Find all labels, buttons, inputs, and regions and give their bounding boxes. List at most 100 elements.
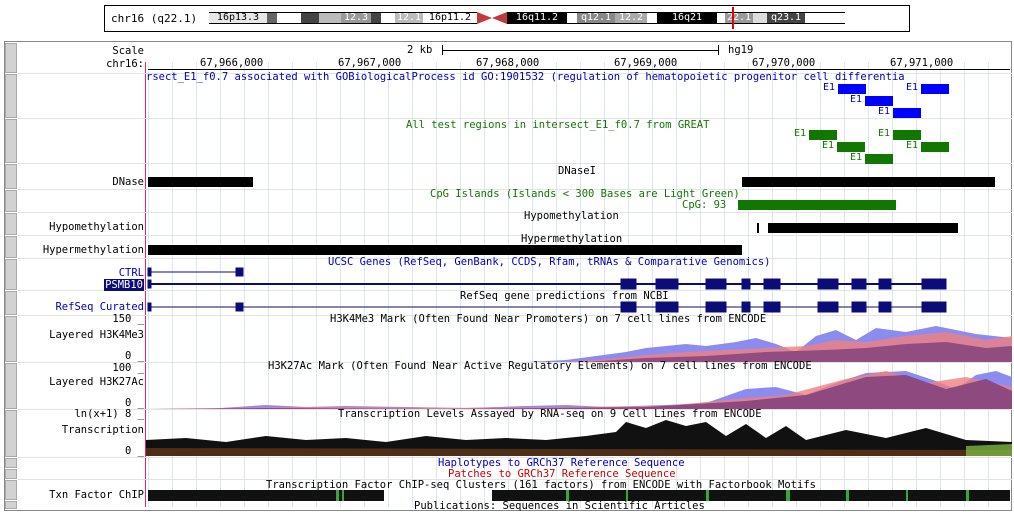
publications-track-button[interactable] bbox=[5, 501, 17, 509]
dnase-track-button[interactable] bbox=[5, 164, 17, 189]
ucsc-genes-track-button[interactable] bbox=[5, 259, 17, 290]
tf-chip-track-button[interactable] bbox=[5, 480, 17, 500]
ideogram-band[interactable]: 16q21 bbox=[657, 12, 717, 24]
test-region[interactable]: E1 bbox=[850, 152, 893, 164]
hypomethylation-region[interactable] bbox=[768, 223, 958, 233]
tf-chip-title[interactable]: Transcription Factor ChIP-seq Clusters (… bbox=[266, 479, 816, 491]
h3k27ac-min-label: 0 _ bbox=[125, 397, 144, 409]
ideogram-band[interactable]: 16p11.2 bbox=[423, 12, 477, 24]
haplotypes-title[interactable]: Haplotypes to GRCh37 Reference Sequence bbox=[438, 457, 685, 469]
h3k27ac-label[interactable]: Layered H3K27Ac bbox=[49, 376, 144, 388]
great-track-title[interactable]: rsect_E1_f0.7 associated with GOBiologic… bbox=[146, 71, 905, 83]
refseq-title[interactable]: RefSeq gene predictions from NCBI bbox=[460, 290, 669, 302]
centromere-icon bbox=[477, 12, 507, 24]
hypomethylation-track-button[interactable] bbox=[5, 213, 17, 235]
publications-title[interactable]: Publications: Sequences in Scientific Ar… bbox=[414, 500, 705, 512]
ideogram-band[interactable] bbox=[267, 12, 277, 24]
ruler-tick-label: 67,966,000 bbox=[200, 57, 264, 69]
ideogram-position-marker bbox=[732, 7, 734, 29]
test-region[interactable]: E1 bbox=[822, 140, 865, 152]
transcription-label[interactable]: Transcription bbox=[61, 424, 144, 436]
great-region[interactable]: E1 bbox=[850, 94, 893, 106]
ideogram-band[interactable]: 16q11.2 bbox=[507, 12, 567, 24]
cpg-island-label[interactable]: CpG: 93 bbox=[682, 199, 727, 211]
ctrl-gene-label[interactable]: CTRL bbox=[118, 267, 144, 279]
ideogram-band[interactable]: 12.2 bbox=[615, 12, 647, 24]
hypomethylation-title[interactable]: Hypomethylation bbox=[524, 210, 619, 222]
ideogram-band[interactable] bbox=[319, 12, 341, 24]
ruler-tick-label: 67,967,000 bbox=[338, 57, 402, 69]
hypermethylation-region[interactable] bbox=[148, 245, 742, 255]
ideogram-band[interactable] bbox=[301, 12, 319, 24]
tf-chip-clusters[interactable] bbox=[146, 490, 1012, 502]
cpg-title[interactable]: CpG Islands (Islands < 300 Bases are Lig… bbox=[430, 188, 740, 200]
haplotypes-track-button[interactable] bbox=[5, 458, 17, 468]
h3k27ac-track-button[interactable] bbox=[5, 363, 17, 409]
ideogram-band[interactable] bbox=[381, 12, 395, 24]
transcription-title[interactable]: Transcription Levels Assayed by RNA-seq … bbox=[338, 408, 762, 420]
patches-track-button[interactable] bbox=[5, 469, 17, 479]
ruler-tick-label: 67,971,000 bbox=[890, 57, 954, 69]
ideogram-band[interactable]: 22.1 bbox=[725, 12, 753, 24]
ruler-tick-label: 67,970,000 bbox=[752, 57, 816, 69]
ideogram-band[interactable] bbox=[647, 12, 657, 24]
hypermethylation-label[interactable]: Hypermethylation bbox=[42, 244, 144, 256]
ruler-side-button[interactable] bbox=[5, 43, 17, 73]
ruler-tick-label: 67,968,000 bbox=[476, 57, 540, 69]
test-regions-title[interactable]: All test regions in intersect_E1_f0.7 fr… bbox=[406, 119, 710, 131]
h3k27ac-title[interactable]: H3K27Ac Mark (Often Found Near Active Re… bbox=[268, 360, 812, 372]
ideogram-band[interactable] bbox=[805, 12, 845, 24]
psmb10-gene-label[interactable]: PSMB10 bbox=[104, 279, 144, 291]
patches-title[interactable]: Patches to GRCh37 Reference Sequence bbox=[448, 468, 676, 480]
test-regions-track-button[interactable] bbox=[5, 119, 17, 163]
chromosome-ideogram[interactable]: chr16 (q22.1) 16p13.3 12.3 12.1 16p11.2 … bbox=[104, 5, 910, 32]
test-region[interactable]: E1 bbox=[794, 128, 837, 140]
ideogram-band[interactable] bbox=[371, 12, 381, 24]
refseq-gene-models[interactable] bbox=[146, 298, 1012, 314]
ruler-axis bbox=[148, 69, 1010, 70]
hypomethylation-label[interactable]: Hypomethylation bbox=[49, 221, 144, 233]
ideogram-band[interactable] bbox=[717, 12, 725, 24]
great-track-button[interactable] bbox=[5, 74, 17, 118]
h3k4me3-label[interactable]: Layered H3K4Me3 bbox=[49, 329, 144, 341]
ucsc-genes-title[interactable]: UCSC Genes (RefSeq, GenBank, CCDS, Rfam,… bbox=[328, 256, 771, 268]
hypermethylation-title[interactable]: Hypermethylation bbox=[521, 233, 623, 245]
dnase-peak[interactable] bbox=[742, 177, 995, 187]
ucsc-gene-models[interactable] bbox=[146, 265, 1012, 291]
refseq-label[interactable]: RefSeq Curated bbox=[55, 301, 144, 313]
ideogram-band[interactable]: 12.1 bbox=[395, 12, 423, 24]
h3k4me3-signal[interactable] bbox=[146, 322, 1012, 362]
great-region[interactable]: E1 bbox=[823, 82, 866, 94]
dnase-peak[interactable] bbox=[148, 177, 253, 187]
great-region[interactable]: E1 bbox=[906, 82, 949, 94]
transcription-max-label: ln(x+1) 8 _ bbox=[74, 408, 144, 420]
test-region[interactable]: E1 bbox=[878, 128, 921, 140]
ideogram-band[interactable]: 12.3 bbox=[341, 12, 371, 24]
ideogram-band[interactable] bbox=[753, 12, 767, 24]
h3k4me3-track-button[interactable] bbox=[5, 316, 17, 362]
h3k4me3-max-label: 150 _ bbox=[112, 313, 144, 325]
transcription-track-button[interactable] bbox=[5, 410, 17, 457]
ideogram-band[interactable]: q23.1 bbox=[767, 12, 805, 24]
cpg-track-button[interactable] bbox=[5, 190, 17, 212]
transcription-signal[interactable] bbox=[146, 418, 1012, 456]
h3k27ac-signal[interactable] bbox=[146, 369, 1012, 409]
refseq-track-button[interactable] bbox=[5, 291, 17, 315]
test-region[interactable]: E1 bbox=[906, 140, 949, 152]
ideogram-band[interactable]: q12.1 bbox=[577, 12, 615, 24]
h3k27ac-max-label: 100 _ bbox=[112, 362, 144, 374]
hypermethylation-track-button[interactable] bbox=[5, 236, 17, 258]
ideogram-band[interactable] bbox=[567, 12, 577, 24]
dnase-track-label[interactable]: DNase bbox=[112, 176, 144, 188]
h3k4me3-min-label: 0 _ bbox=[125, 350, 144, 362]
great-region[interactable]: E1 bbox=[878, 106, 921, 118]
transcription-min-label: 0 _ bbox=[125, 445, 144, 457]
h3k4me3-title[interactable]: H3K4Me3 Mark (Often Found Near Promoters… bbox=[330, 313, 767, 325]
ruler-tick-label: 67,969,000 bbox=[614, 57, 678, 69]
hypomethylation-region[interactable] bbox=[757, 223, 759, 233]
dnase-title[interactable]: DNaseI bbox=[558, 165, 596, 177]
tf-chip-label[interactable]: Txn Factor ChIP bbox=[49, 489, 144, 501]
ideogram-band[interactable] bbox=[277, 12, 301, 24]
ideogram-band[interactable]: 16p13.3 bbox=[209, 12, 267, 24]
cpg-island[interactable] bbox=[738, 200, 896, 210]
